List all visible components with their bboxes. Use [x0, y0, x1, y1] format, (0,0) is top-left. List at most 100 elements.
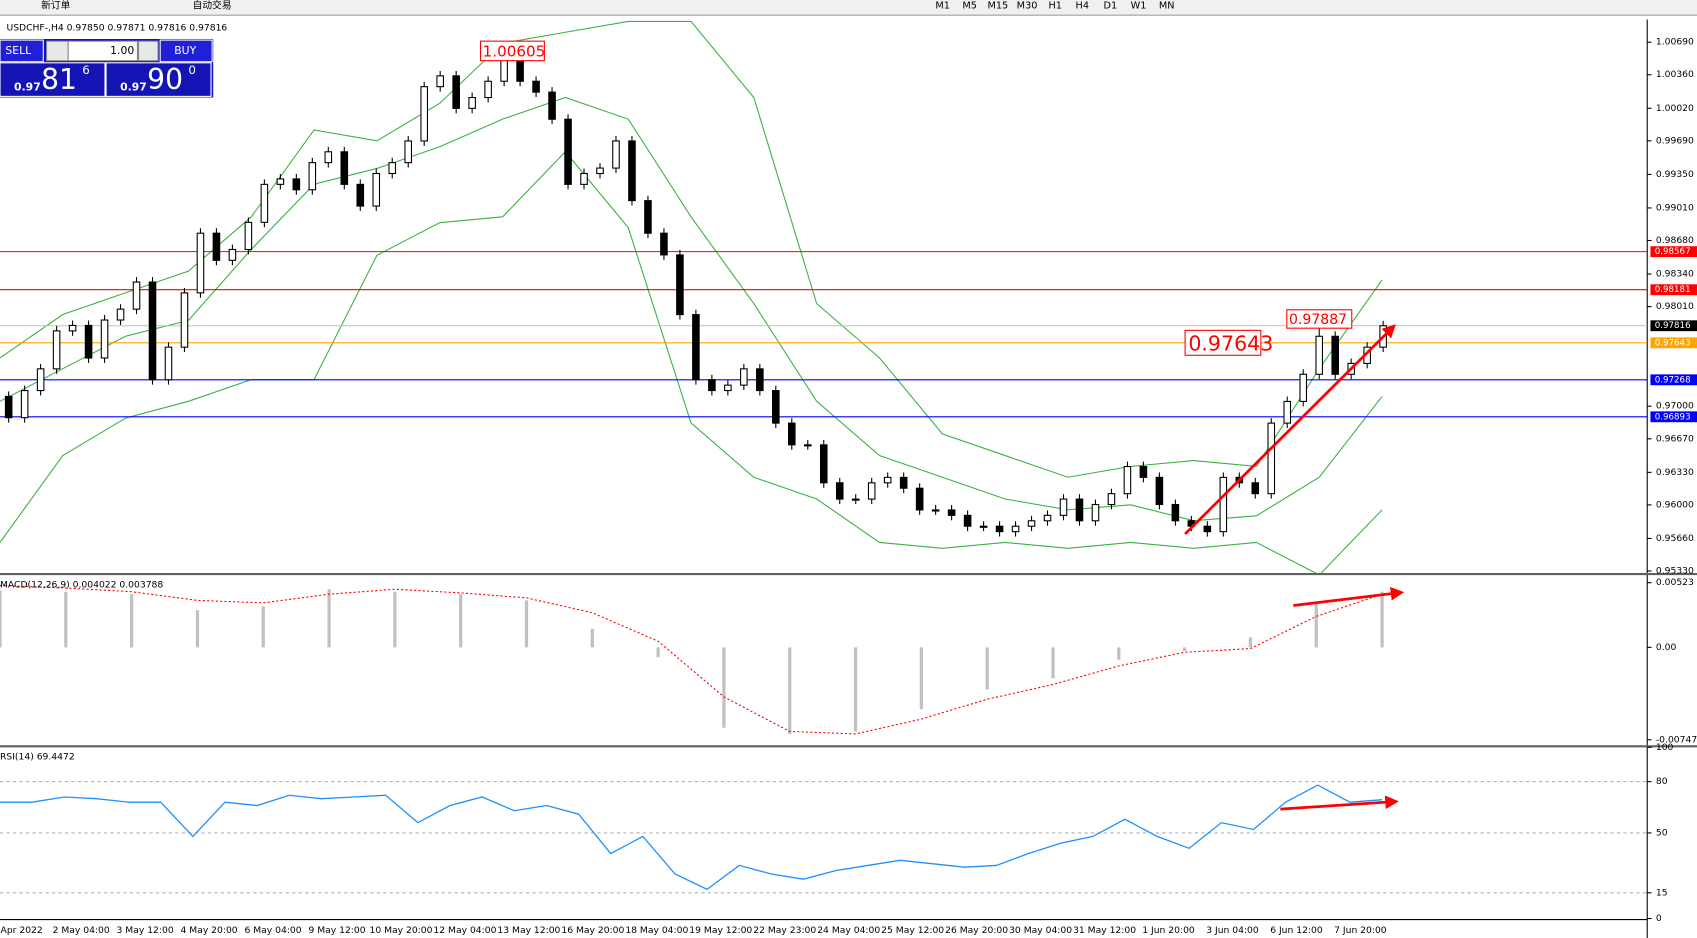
candle-body: [995, 525, 1004, 533]
candle-body: [1251, 482, 1260, 495]
quote-box[interactable]: [105, 62, 212, 97]
y-tick-label: 80: [1656, 776, 1668, 787]
x-tick-label: 1 Jun 20:00: [1142, 925, 1195, 936]
candle-body: [1059, 498, 1068, 516]
quote-small[interactable]: 6: [82, 63, 90, 77]
quote-big[interactable]: 81: [41, 63, 77, 96]
toolbar-item[interactable]: M1: [935, 0, 950, 11]
candle-body: [340, 151, 349, 185]
lot-value[interactable]: 1.00: [110, 44, 134, 57]
price-tag: [1650, 320, 1697, 332]
candle-body: [1011, 525, 1020, 533]
candle-body: [228, 248, 237, 261]
candle-body: [212, 232, 221, 261]
x-tick-label: 18 May 04:00: [625, 925, 688, 936]
candle-body: [164, 346, 173, 381]
price-tag-label: 0.97268: [1655, 375, 1691, 385]
quote-prefix[interactable]: 0.97: [14, 81, 41, 94]
x-tick-label: 7 Jun 20:00: [1334, 925, 1387, 936]
candle-body: [1091, 503, 1100, 522]
sell-button[interactable]: [0, 39, 44, 63]
toolbar-item[interactable]: M30: [1017, 0, 1038, 11]
y-tick-label: 0.98340: [1656, 269, 1694, 280]
lot-input[interactable]: [67, 40, 138, 62]
y-tick-label: 0.99350: [1656, 169, 1694, 180]
candle-body: [148, 281, 157, 381]
trend-arrow: [1280, 795, 1399, 811]
candle-body: [756, 368, 764, 392]
toolbar-item[interactable]: D1: [1104, 0, 1118, 11]
y-tick-label: 0.96000: [1656, 499, 1694, 510]
candle-body: [1267, 422, 1276, 495]
y-tick-label: 0: [1656, 913, 1662, 924]
y-tick-label: 0.96670: [1656, 433, 1694, 444]
toolbar-item[interactable]: 新订单: [41, 0, 70, 11]
candle-body: [915, 487, 924, 511]
candle-body: [276, 178, 285, 185]
x-tick-label: 9 May 12:00: [308, 925, 365, 936]
macd-bar: [261, 606, 265, 648]
x-tick-label: 3 May 12:00: [117, 925, 174, 936]
candle-body: [52, 330, 61, 370]
buy-label[interactable]: BUY: [174, 44, 196, 57]
quote-big[interactable]: 90: [147, 63, 183, 96]
price-tag-label: 0.98181: [1655, 285, 1691, 295]
price-tag-label: 0.97816: [1655, 321, 1691, 331]
candle-body: [1315, 335, 1324, 375]
macd-signal: [0, 585, 1383, 735]
candle-body: [1331, 335, 1339, 375]
panel-title: USDCHF-,H4 0.97850 0.97871 0.97816 0.978…: [6, 23, 227, 34]
price-tag-label: 0.98567: [1655, 247, 1691, 257]
candle-body: [1203, 525, 1212, 533]
y-tick-label: 0.97000: [1656, 401, 1694, 412]
y-tick-label: 0.95660: [1656, 533, 1694, 544]
panel-title: MACD(12,26,9) 0.004022 0.003788: [0, 579, 163, 590]
candle-body: [244, 221, 253, 251]
candle-body: [484, 80, 492, 99]
y-tick-label: 0.95330: [1656, 566, 1694, 577]
price-tag: [1650, 284, 1697, 296]
toolbar-item[interactable]: W1: [1131, 0, 1147, 11]
candle-body: [1299, 373, 1308, 402]
candle-body: [899, 476, 908, 489]
bollinger-band: [0, 20, 1383, 478]
candle-body: [788, 422, 796, 446]
toolbar-item[interactable]: MN: [1159, 0, 1175, 11]
candle-body: [1139, 465, 1148, 478]
candle-body: [931, 509, 940, 512]
candle-body: [740, 368, 748, 386]
y-tick-label: 1.00690: [1656, 37, 1694, 48]
x-tick-label: 19 May 12:00: [689, 925, 752, 936]
macd-bar: [1182, 647, 1187, 652]
candle-body: [436, 75, 444, 88]
x-tick-label: 22 May 23:00: [753, 925, 816, 936]
quote-small[interactable]: 0: [188, 63, 196, 77]
sell-label[interactable]: SELL: [5, 44, 31, 57]
panel-title: RSI(14) 69.4472: [0, 752, 75, 763]
candle-body: [100, 319, 109, 359]
candle-body: [692, 314, 700, 381]
candle-body: [36, 368, 45, 392]
macd-bar: [459, 594, 463, 648]
candle-body: [1107, 493, 1116, 506]
toolbar-item[interactable]: H4: [1076, 0, 1090, 11]
buy-button[interactable]: [159, 39, 213, 63]
quote-box[interactable]: [0, 62, 106, 97]
price-annotation-box: [479, 40, 545, 62]
y-tick-label: 15: [1656, 887, 1668, 898]
quote-prefix[interactable]: 0.97: [120, 81, 147, 94]
bollinger-band: [0, 150, 1383, 573]
price-annotation: 0.97887: [1289, 312, 1347, 328]
lot-spinner[interactable]: [137, 40, 159, 62]
toolbar-item[interactable]: M15: [987, 0, 1008, 11]
toolbar-item[interactable]: H1: [1048, 0, 1062, 11]
toolbar-item[interactable]: 自动交易: [193, 0, 232, 11]
y-tick-label: 50: [1656, 827, 1668, 838]
candle-body: [660, 232, 668, 256]
toolbar-item[interactable]: M5: [962, 0, 977, 11]
x-tick-label: 31 May 12:00: [1073, 925, 1136, 936]
candle-body: [404, 140, 413, 164]
lot-spinner[interactable]: [45, 40, 69, 62]
